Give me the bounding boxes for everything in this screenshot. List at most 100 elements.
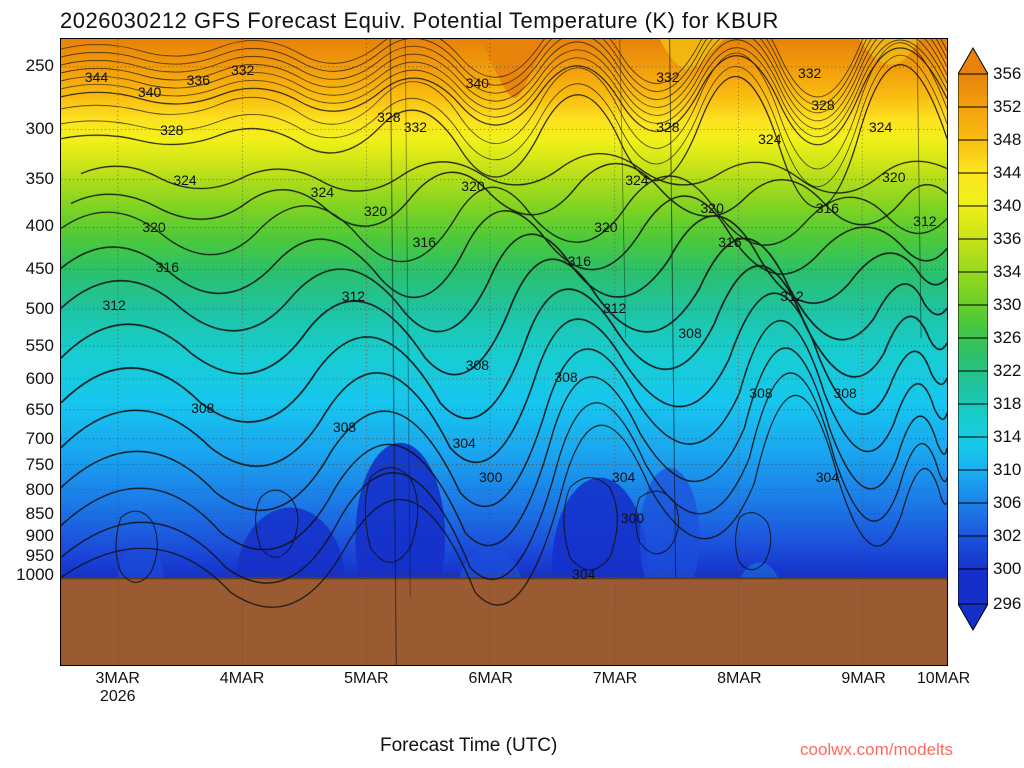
yaxis-tick-label-600: 600	[26, 369, 54, 389]
yaxis-tick-label-300: 300	[26, 119, 54, 139]
contour-value-label: 344	[85, 69, 108, 85]
colorbar-label-group: 356 352 348 344 340 336 334 330 326 322 318 314 310 3…	[993, 44, 1024, 634]
contour-value-label: 320	[461, 178, 484, 194]
colorbar-tick-label-318: 318	[993, 394, 1021, 414]
colorbar-tick-label-352: 352	[993, 97, 1021, 117]
contour-value-label: 308	[333, 419, 356, 435]
contour-value-label: 328	[160, 122, 183, 138]
chart-root: 2026030212 GFS Forecast Equiv. Potential…	[0, 0, 1024, 768]
contour-value-label: 312	[913, 213, 936, 229]
yaxis-label-group: 250 300 350 400 450 500 550 600 650 700 750 800 850 9…	[0, 38, 58, 666]
colorbar-tick-label-356: 356	[993, 64, 1021, 84]
contour-value-label: 312	[342, 288, 365, 304]
contour-value-label: 320	[701, 200, 724, 216]
xaxis-tick-label-6MAR: 6MAR	[468, 670, 512, 688]
yaxis-tick-label-700: 700	[26, 429, 54, 449]
yaxis-tick-label-500: 500	[26, 299, 54, 319]
yaxis-tick-label-250: 250	[26, 56, 54, 76]
colorbar-tick-label-348: 348	[993, 130, 1021, 150]
colorbar-tick-label-326: 326	[993, 328, 1021, 348]
contour-value-label: 308	[678, 325, 701, 341]
xaxis-tick-label-3MAR: 3MAR 2026	[95, 670, 139, 707]
contour-labels: 344 340 336 332 328 328 332 340 332 328 332 328 324 3…	[61, 39, 947, 665]
contour-value-label: 308	[466, 357, 489, 373]
colorbar-tick-label-310: 310	[993, 460, 1021, 480]
contour-value-label: 304	[452, 435, 475, 451]
contour-value-label: 316	[718, 234, 741, 250]
colorbar-tick-label-300: 300	[993, 559, 1021, 579]
contour-value-label: 340	[138, 84, 161, 100]
contour-value-label: 324	[173, 172, 196, 188]
xaxis-tick-label-8MAR: 8MAR	[717, 670, 761, 688]
colorbar-tick-label-314: 314	[993, 427, 1021, 447]
contour-value-label: 332	[231, 62, 254, 78]
contour-value-label: 316	[413, 234, 436, 250]
contour-value-label: 320	[364, 203, 387, 219]
contour-value-label: 308	[554, 369, 577, 385]
xaxis-tick-label-10MAR: 10MAR	[917, 670, 970, 688]
contour-value-label: 332	[656, 69, 679, 85]
colorbar-tick-label-340: 340	[993, 196, 1021, 216]
contour-value-label: 312	[780, 288, 803, 304]
contour-value-label: 316	[816, 200, 839, 216]
contour-value-label: 320	[882, 169, 905, 185]
colorbar-svg	[958, 44, 988, 634]
yaxis-tick-label-350: 350	[26, 169, 54, 189]
yaxis-tick-label-1000: 1000	[16, 565, 54, 585]
contour-value-label: 320	[142, 219, 165, 235]
colorbar-tick-label-296: 296	[993, 594, 1021, 614]
contour-value-label: 332	[404, 119, 427, 135]
contour-value-label: 300	[621, 510, 644, 526]
contour-value-label: 304	[572, 566, 595, 582]
xaxis-tick-label-7MAR: 7MAR	[593, 670, 637, 688]
xaxis-label-group: 3MAR 2026 4MAR 5MAR 6MAR 7MAR 8MAR 9MAR 10MAR	[60, 668, 948, 712]
yaxis-tick-label-650: 650	[26, 400, 54, 420]
yaxis-tick-label-850: 850	[26, 504, 54, 524]
contour-plot-area[interactable]: 344 340 336 332 328 328 332 340 332 328 332 328 324 3…	[60, 38, 948, 666]
colorbar-tick-label-322: 322	[993, 361, 1021, 381]
xaxis-tick-label-4MAR: 4MAR	[220, 670, 264, 688]
contour-value-label: 328	[811, 97, 834, 113]
colorbar-tick-label-344: 344	[993, 163, 1021, 183]
contour-value-label: 316	[568, 253, 591, 269]
contour-value-label: 308	[833, 385, 856, 401]
colorbar-top-arrow	[958, 48, 988, 74]
yaxis-tick-label-750: 750	[26, 455, 54, 475]
contour-value-label: 300	[479, 469, 502, 485]
yaxis-tick-label-900: 900	[26, 526, 54, 546]
colorbar-bottom-arrow	[958, 604, 988, 630]
colorbar-tick-label-302: 302	[993, 526, 1021, 546]
contour-value-label: 328	[656, 119, 679, 135]
contour-value-label: 308	[749, 385, 772, 401]
contour-value-label: 312	[102, 297, 125, 313]
contour-value-label: 320	[594, 219, 617, 235]
contour-value-label: 304	[612, 469, 635, 485]
contour-value-label: 336	[187, 72, 210, 88]
contour-value-label: 324	[625, 172, 648, 188]
contour-value-label: 308	[191, 400, 214, 416]
colorbar-tick-label-330: 330	[993, 295, 1021, 315]
contour-value-label: 304	[816, 469, 839, 485]
colorbar-body	[958, 74, 988, 604]
chart-title: 2026030212 GFS Forecast Equiv. Potential…	[60, 8, 779, 34]
yaxis-tick-label-400: 400	[26, 216, 54, 236]
watermark-text: coolwx.com/modelts	[800, 740, 953, 760]
contour-value-label: 328	[377, 109, 400, 125]
yaxis-tick-label-950: 950	[26, 546, 54, 566]
colorbar[interactable]	[958, 44, 988, 634]
contour-value-label: 324	[311, 184, 334, 200]
xaxis-title: Forecast Time (UTC)	[380, 735, 557, 757]
contour-value-label: 340	[466, 75, 489, 91]
colorbar-tick-label-334: 334	[993, 262, 1021, 282]
contour-value-label: 312	[603, 300, 626, 316]
contour-value-label: 324	[869, 119, 892, 135]
contour-value-label: 332	[798, 65, 821, 81]
contour-value-label: 316	[156, 259, 179, 275]
xaxis-tick-label-5MAR: 5MAR	[344, 670, 388, 688]
xaxis-tick-label-9MAR: 9MAR	[841, 670, 885, 688]
colorbar-tick-label-306: 306	[993, 493, 1021, 513]
colorbar-tick-label-336: 336	[993, 229, 1021, 249]
yaxis-tick-label-550: 550	[26, 336, 54, 356]
yaxis-tick-label-800: 800	[26, 480, 54, 500]
contour-value-label: 324	[758, 131, 781, 147]
